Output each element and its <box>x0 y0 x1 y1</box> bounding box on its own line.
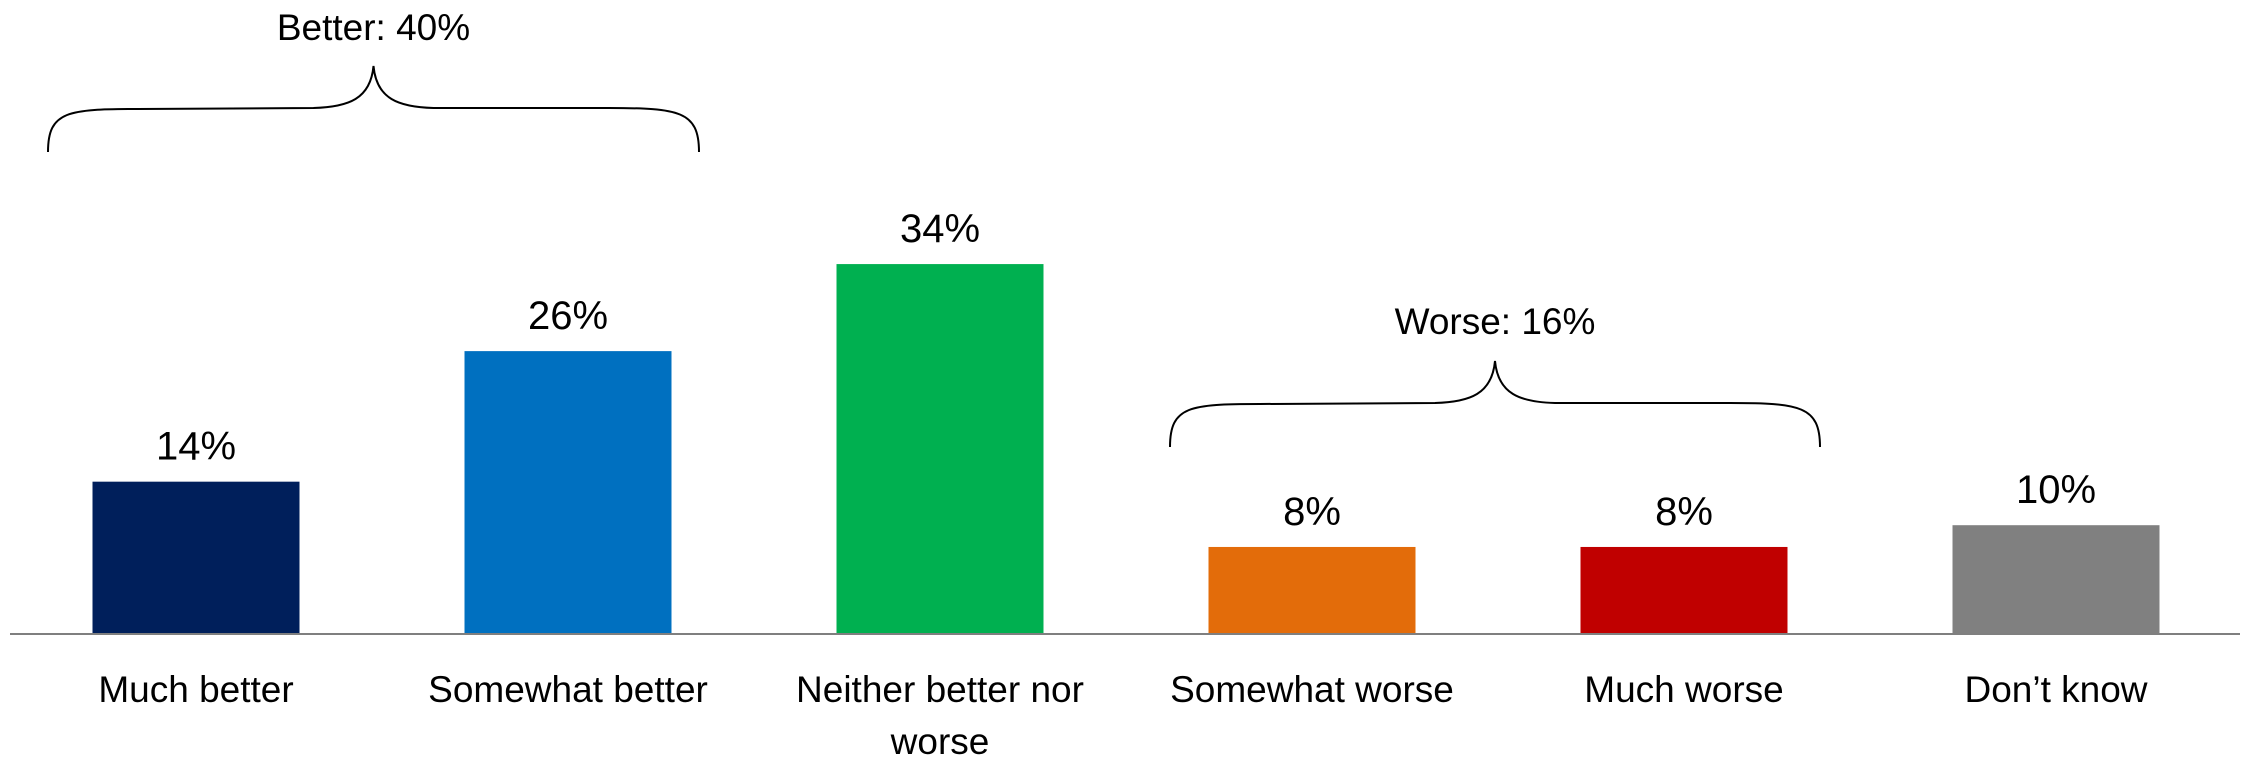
bar-neither-better-nor-worse <box>836 264 1044 634</box>
bar-much-worse <box>1580 546 1788 634</box>
bar-somewhat-better <box>464 351 672 634</box>
category-label-somewhat-better: Somewhat better <box>428 669 708 710</box>
category-labels-group: Much better Somewhat better Neither better… <box>98 669 2147 762</box>
value-label-neither-better-nor-worse: 34% <box>900 207 980 251</box>
value-labels-group: 14% 26% 34% 8% 8% 10% <box>156 207 2096 534</box>
category-label-don-t-know: Don’t know <box>1964 669 2147 710</box>
value-label-much-worse: 8% <box>1655 490 1713 534</box>
category-label-much-better: Much better <box>98 669 293 710</box>
group-label-better-40: Better: 40% <box>277 7 470 48</box>
bar-don-t-know <box>1952 525 2160 634</box>
value-label-somewhat-worse: 8% <box>1283 490 1341 534</box>
group-brackets: Better: 40% Worse: 16% <box>47 7 1821 448</box>
brace-worse-16 <box>1169 360 1821 448</box>
value-label-somewhat-better: 26% <box>528 294 608 338</box>
bars-group <box>92 264 2160 634</box>
category-label-neither-better-nor-worse-line-2: worse <box>890 721 990 757</box>
value-label-much-better: 14% <box>156 425 236 469</box>
brace-better-40 <box>47 65 700 153</box>
category-label-somewhat-worse: Somewhat worse <box>1170 669 1454 710</box>
bar-somewhat-worse <box>1208 546 1416 634</box>
category-label-neither-better-nor-worse-line-1: Neither better nor <box>796 669 1084 710</box>
group-label-worse-16: Worse: 16% <box>1395 301 1596 342</box>
category-label-much-worse: Much worse <box>1584 669 1783 710</box>
bar-much-better <box>92 481 300 634</box>
value-label-don-t-know: 10% <box>2016 468 2096 512</box>
